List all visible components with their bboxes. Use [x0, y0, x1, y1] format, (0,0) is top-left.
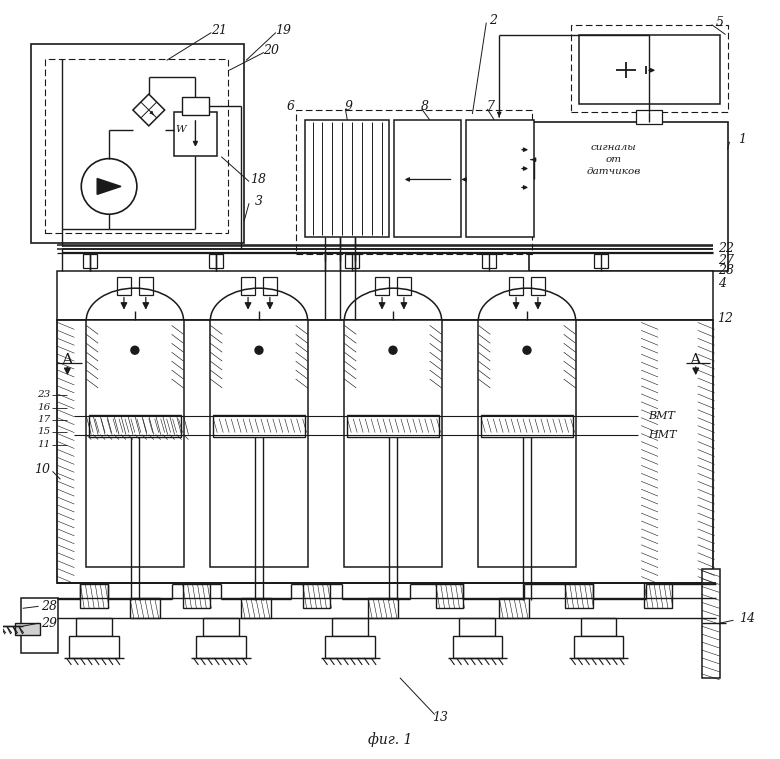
Text: 11: 11 [37, 440, 51, 449]
Bar [80, 584, 108, 608]
Bar [209, 254, 223, 268]
Text: НМТ: НМТ [648, 430, 676, 439]
Bar [213, 414, 305, 436]
Bar [58, 271, 713, 320]
Bar [347, 414, 438, 436]
Bar [573, 636, 623, 658]
Bar [482, 254, 496, 268]
Bar [197, 636, 246, 658]
Bar [481, 414, 573, 436]
Circle shape [523, 346, 531, 354]
Bar [303, 584, 331, 608]
Bar [325, 636, 375, 658]
Bar [241, 598, 271, 619]
Text: 28: 28 [41, 600, 57, 613]
Bar [305, 120, 389, 237]
Text: 18: 18 [250, 173, 266, 186]
Bar [69, 636, 119, 658]
Bar [397, 277, 411, 294]
Bar [579, 35, 720, 104]
Text: 4: 4 [718, 277, 725, 290]
Bar [368, 598, 398, 619]
Text: 8: 8 [420, 99, 429, 112]
Text: 2: 2 [489, 14, 497, 27]
Bar [459, 619, 495, 636]
Circle shape [389, 346, 397, 354]
Text: 9: 9 [344, 99, 353, 112]
Bar [594, 254, 608, 268]
Text: А: А [690, 353, 701, 367]
Bar [174, 112, 218, 156]
Bar [139, 277, 153, 294]
Bar [211, 320, 307, 567]
Bar [636, 110, 662, 124]
Text: 1: 1 [739, 134, 746, 146]
Bar [204, 619, 239, 636]
Bar [241, 277, 255, 294]
Bar [263, 277, 277, 294]
Text: фиг. 1: фиг. 1 [368, 732, 412, 747]
Text: 16: 16 [37, 403, 51, 412]
Circle shape [255, 346, 263, 354]
Bar [87, 320, 183, 567]
Circle shape [131, 346, 139, 354]
Bar [58, 320, 713, 584]
Bar [499, 598, 529, 619]
Text: 28: 28 [718, 264, 733, 277]
Bar [183, 584, 211, 608]
Text: 6: 6 [287, 99, 295, 112]
Text: 20: 20 [263, 44, 279, 57]
Bar [580, 619, 616, 636]
Text: 12: 12 [718, 312, 733, 325]
Bar [89, 414, 180, 436]
Text: 10: 10 [34, 463, 51, 476]
Text: 27: 27 [718, 254, 733, 267]
Text: 17: 17 [37, 415, 51, 424]
Bar [571, 24, 728, 112]
Text: 19: 19 [275, 24, 291, 37]
Text: 7: 7 [486, 99, 495, 112]
Text: W: W [176, 125, 186, 134]
Bar [565, 584, 593, 608]
Bar [375, 277, 389, 294]
Bar [182, 97, 209, 115]
Bar [644, 584, 672, 608]
Bar [15, 623, 40, 635]
Polygon shape [98, 178, 121, 194]
Text: 22: 22 [718, 242, 733, 256]
Text: 13: 13 [431, 711, 448, 724]
Text: 29: 29 [41, 617, 57, 630]
Bar [130, 598, 160, 619]
Bar [44, 59, 229, 233]
Bar [83, 254, 98, 268]
Text: 3: 3 [255, 195, 263, 208]
Bar [296, 110, 532, 254]
Text: 15: 15 [37, 427, 51, 436]
Bar [436, 584, 463, 608]
Bar [30, 45, 244, 243]
Bar [702, 568, 720, 678]
Bar [344, 320, 441, 567]
Bar [117, 277, 131, 294]
Text: 21: 21 [211, 24, 227, 37]
Bar [452, 636, 502, 658]
Bar [394, 120, 462, 237]
Text: сигналы
от
датчиков: сигналы от датчиков [587, 143, 640, 176]
Bar [531, 277, 545, 294]
Bar [529, 122, 728, 271]
Bar [21, 598, 58, 653]
Text: 5: 5 [715, 16, 724, 29]
Text: 23: 23 [37, 390, 51, 399]
Bar [466, 120, 534, 237]
Bar [76, 619, 112, 636]
Text: 14: 14 [739, 612, 755, 625]
Text: А: А [62, 353, 73, 367]
Bar [332, 619, 368, 636]
Bar [478, 320, 576, 567]
Bar [509, 277, 523, 294]
Bar [346, 254, 360, 268]
Text: ВМТ: ВМТ [648, 411, 675, 420]
